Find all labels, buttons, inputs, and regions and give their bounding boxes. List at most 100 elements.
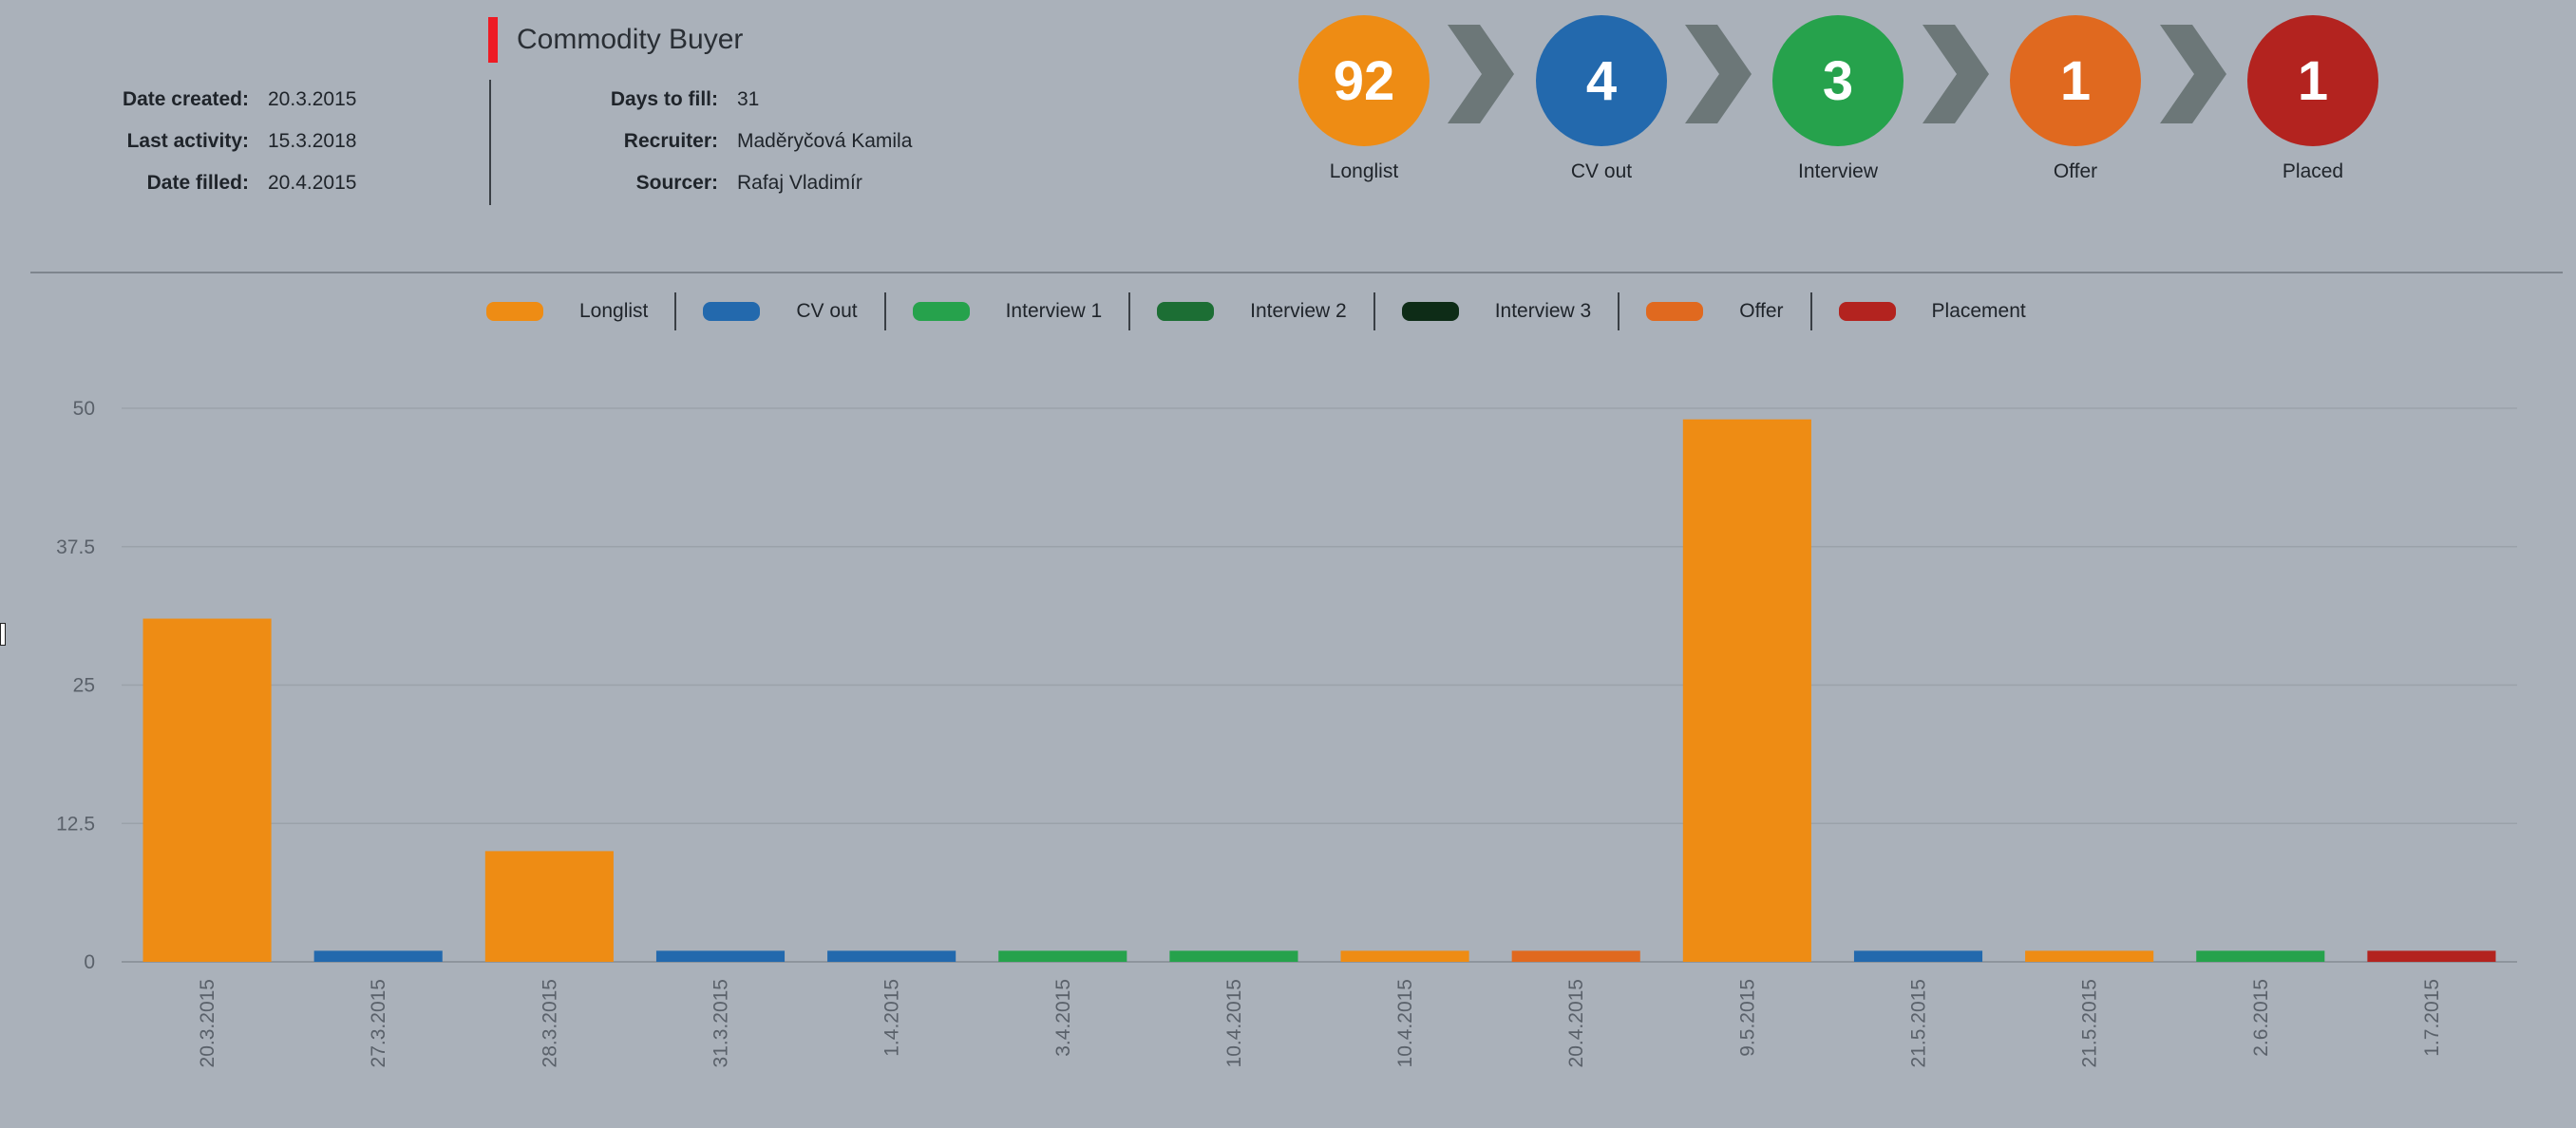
section-divider	[30, 272, 2563, 273]
chart-bar[interactable]	[1511, 950, 1640, 962]
legend-swatch	[486, 302, 543, 321]
legend-separator	[1128, 292, 1131, 330]
chart-bar[interactable]	[484, 851, 614, 962]
x-tick-label: 27.3.2015	[368, 979, 389, 1067]
chart-bar[interactable]	[313, 950, 443, 962]
stage-count-badge: 1	[2247, 15, 2378, 146]
legend-label: Interview 3	[1494, 300, 1592, 322]
meta-row-days-to-fill: Days to fill: 31	[532, 79, 912, 121]
meta-row-sourcer: Sourcer: Rafaj Vladimír	[532, 162, 912, 204]
chart-bar[interactable]	[1340, 950, 1469, 962]
legend-separator	[674, 292, 677, 330]
meta-divider	[489, 80, 491, 205]
chart-bar[interactable]	[2196, 950, 2325, 962]
title-accent-bar	[488, 17, 498, 63]
meta-label: Days to fill:	[610, 88, 718, 110]
legend-separator	[1618, 292, 1620, 330]
chart-bar[interactable]	[142, 618, 272, 962]
chart-bar[interactable]	[655, 950, 786, 962]
chevron-right-icon	[1448, 25, 1514, 123]
meta-row-last-activity: Last activity: 15.3.2018	[57, 121, 357, 162]
meta-value: 20.3.2015	[268, 88, 357, 110]
meta-label: Date created:	[122, 88, 249, 110]
meta-value[interactable]: Maděryčová Kamila	[737, 130, 913, 152]
chevron-right-icon	[1685, 25, 1752, 123]
legend-label: Interview 2	[1250, 300, 1347, 322]
meta-label: Recruiter:	[623, 130, 718, 152]
x-tick-label: 20.4.2015	[1565, 979, 1587, 1067]
chart-bar[interactable]	[998, 950, 1127, 962]
y-tick-label: 50	[73, 398, 95, 420]
meta-value: 20.4.2015	[268, 172, 357, 194]
stage-label: Interview	[1797, 160, 1879, 182]
legend-swatch	[1157, 302, 1215, 321]
job-title-block: Commodity Buyer	[488, 17, 743, 63]
x-tick-label: 10.4.2015	[1223, 979, 1245, 1067]
chart-gridlines	[122, 407, 2517, 963]
chevron-right-icon	[2160, 25, 2226, 123]
x-tick-label: 21.5.2015	[2079, 979, 2101, 1067]
legend-label: Interview 1	[1005, 300, 1103, 322]
meta-value: 31	[737, 88, 760, 110]
legend-label: Longlist	[579, 300, 649, 322]
chart-bar[interactable]	[1169, 950, 1298, 962]
legend-item-cv-out[interactable]: CV out	[676, 300, 883, 323]
y-tick-label: 0	[84, 951, 95, 973]
legend-item-placement[interactable]: Placement	[1812, 300, 2053, 323]
legend-item-longlist[interactable]: Longlist	[486, 300, 674, 323]
x-tick-label: 28.3.2015	[539, 979, 560, 1067]
chart-bars	[142, 419, 2496, 962]
stage-count-badge: 4	[1536, 15, 1667, 146]
legend-item-offer[interactable]: Offer	[1619, 300, 1809, 323]
job-meta-right: Days to fill: 31 Recruiter: Maděryčová K…	[532, 79, 913, 204]
pipeline-stage-offer[interactable]: 1 Offer	[1980, 15, 2170, 183]
pipeline-stage-placed[interactable]: 1 Placed	[2218, 15, 2408, 183]
legend-item-interview-2[interactable]: Interview 2	[1130, 300, 1373, 323]
legend-swatch	[703, 302, 761, 321]
legend-swatch	[1838, 302, 1896, 321]
x-tick-label: 3.4.2015	[1052, 979, 1074, 1057]
meta-label: Sourcer:	[635, 172, 718, 194]
pipeline-stage-cv-out[interactable]: 4 CV out	[1506, 15, 1696, 183]
legend-swatch	[1401, 302, 1459, 321]
legend-item-interview-3[interactable]: Interview 3	[1375, 300, 1619, 323]
text-cursor-icon	[0, 623, 6, 646]
chart-bar[interactable]	[1853, 950, 1983, 962]
y-tick-label: 12.5	[56, 813, 95, 835]
chart-legend: Longlist CV out Interview 1 Interview 2 …	[486, 292, 2053, 330]
meta-value[interactable]: Rafaj Vladimír	[737, 172, 862, 194]
chart-bar[interactable]	[2367, 950, 2496, 962]
x-tick-label: 1.4.2015	[881, 979, 903, 1057]
x-tick-label: 20.3.2015	[197, 979, 218, 1067]
pipeline-stage-longlist[interactable]: 92 Longlist	[1269, 15, 1459, 183]
job-meta-left: Date created: 20.3.2015 Last activity: 1…	[57, 79, 357, 204]
y-tick-label: 37.5	[56, 536, 95, 558]
meta-row-date-filled: Date filled: 20.4.2015	[57, 162, 357, 204]
chart-x-axis: 20.3.2015 27.3.2015 28.3.2015 31.3.2015 1.4.…	[197, 979, 2443, 1067]
meta-label: Last activity:	[126, 130, 249, 152]
pipeline-stage-interview[interactable]: 3 Interview	[1743, 15, 1933, 183]
chart-bar[interactable]	[2025, 950, 2154, 962]
meta-row-date-created: Date created: 20.3.2015	[57, 79, 357, 121]
chevron-right-icon	[1923, 25, 1989, 123]
x-tick-label: 1.7.2015	[2421, 979, 2443, 1057]
chart-bar[interactable]	[827, 950, 957, 962]
stage-count-badge: 3	[1772, 15, 1904, 146]
legend-label: CV out	[796, 300, 858, 322]
stage-label: CV out	[1570, 160, 1633, 182]
legend-separator	[1809, 292, 1812, 330]
stage-label: Longlist	[1329, 160, 1399, 182]
job-title: Commodity Buyer	[517, 24, 744, 55]
activity-bar-chart: 0 12.5 25 37.5 50 20.3.2015 27.3.2015 28.3.201…	[56, 398, 2517, 1067]
chart-bar[interactable]	[1682, 419, 1811, 962]
x-tick-label: 10.4.2015	[1394, 979, 1416, 1067]
y-tick-label: 25	[73, 675, 95, 697]
legend-separator	[1373, 292, 1375, 330]
legend-swatch	[912, 302, 970, 321]
legend-item-interview-1[interactable]: Interview 1	[886, 300, 1129, 323]
x-tick-label: 21.5.2015	[1908, 979, 1930, 1067]
meta-value: 15.3.2018	[268, 130, 357, 152]
x-tick-label: 31.3.2015	[710, 979, 732, 1067]
legend-swatch	[1646, 302, 1704, 321]
stage-count-badge: 1	[2010, 15, 2141, 146]
